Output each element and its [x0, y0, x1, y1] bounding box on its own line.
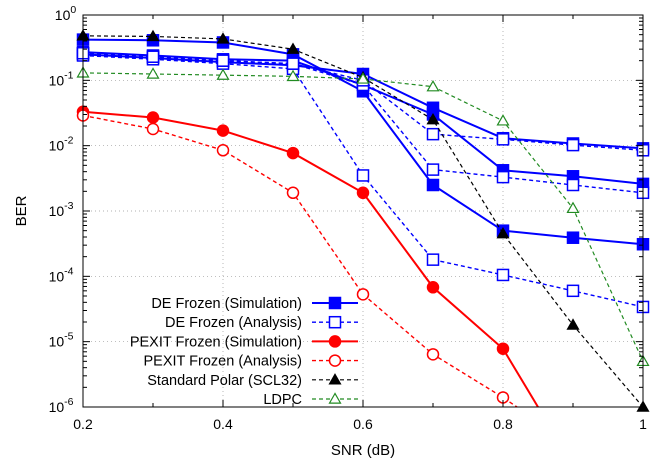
data-point [426, 253, 440, 266]
data-point [286, 57, 300, 70]
data-point [146, 29, 160, 42]
data-point [496, 268, 510, 282]
x-tick-label: 0.2 [73, 416, 93, 432]
data-point [286, 42, 300, 54]
legend-label: LDPC [263, 392, 302, 408]
data-point [426, 127, 440, 141]
data-point [426, 163, 440, 176]
data-point [566, 138, 580, 152]
data-point [356, 72, 370, 84]
data-point [426, 101, 440, 115]
data-point [426, 79, 440, 92]
y-tick-label: 10-4 [49, 265, 74, 284]
series-0 [76, 33, 650, 251]
data-point [356, 186, 370, 200]
data-point [216, 144, 230, 157]
x-tick-label: 0.6 [353, 416, 373, 432]
data-point [146, 67, 160, 79]
legend: DE Frozen (Simulation) DE Frozen (Analysi… [130, 296, 358, 408]
data-point [146, 50, 160, 63]
data-point [216, 68, 230, 80]
data-point [426, 178, 440, 192]
x-tick-label: 0.4 [213, 416, 233, 432]
series-5 [76, 66, 650, 367]
data-point [566, 231, 580, 244]
y-tick-label: 10-3 [49, 200, 74, 219]
data-point [286, 186, 300, 200]
legend-label: Standard Polar (SCL32) [147, 373, 302, 389]
legend-marker [328, 296, 342, 310]
data-point [146, 111, 160, 124]
legend-marker [328, 373, 342, 385]
series-2 [76, 105, 539, 408]
data-point [216, 124, 230, 137]
y-tick-label: 10-6 [49, 396, 74, 415]
data-point [496, 226, 510, 239]
legend-marker [328, 354, 342, 367]
data-point [566, 318, 580, 330]
data-point [356, 169, 370, 182]
data-point [496, 342, 510, 355]
data-point [566, 201, 580, 214]
legend-label: PEXIT Frozen (Analysis) [144, 354, 302, 370]
ticks: 0.2 0.4 0.6 0.8 1 100 10-1 10-2 10-3 10-4 10-5 10-6 [49, 4, 648, 432]
data-point [496, 133, 510, 146]
data-point [286, 69, 300, 82]
legend-marker [328, 315, 342, 329]
data-point [496, 114, 510, 126]
legend-marker [328, 335, 342, 348]
data-point [496, 170, 510, 184]
data-point [216, 54, 230, 67]
data-point [566, 284, 580, 298]
y-tick-label: 10-5 [49, 331, 74, 350]
data-point [216, 32, 230, 44]
series-line [82, 110, 539, 408]
data-point [286, 146, 300, 160]
data-point [426, 348, 440, 361]
x-tick-label: 1 [639, 416, 647, 432]
x-axis-title: SNR (dB) [331, 442, 395, 459]
series-layer [76, 29, 650, 412]
data-point [356, 288, 370, 301]
series-line [82, 114, 518, 408]
legend-label: DE Frozen (Simulation) [151, 296, 302, 312]
legend-label: DE Frozen (Analysis) [165, 315, 302, 331]
data-point [146, 122, 160, 136]
y-tick-label: 10-1 [49, 69, 74, 88]
legend-marker [328, 392, 342, 404]
data-point [426, 281, 440, 294]
data-point [566, 178, 580, 192]
series-1 [76, 46, 650, 314]
series-line [82, 35, 644, 408]
legend-label: PEXIT Frozen (Simulation) [130, 334, 302, 350]
x-tick-label: 0.8 [493, 416, 513, 432]
y-tick-label: 100 [55, 4, 77, 23]
y-axis-title: BER [13, 195, 30, 226]
y-tick-label: 10-2 [49, 135, 74, 154]
data-point [426, 112, 440, 125]
